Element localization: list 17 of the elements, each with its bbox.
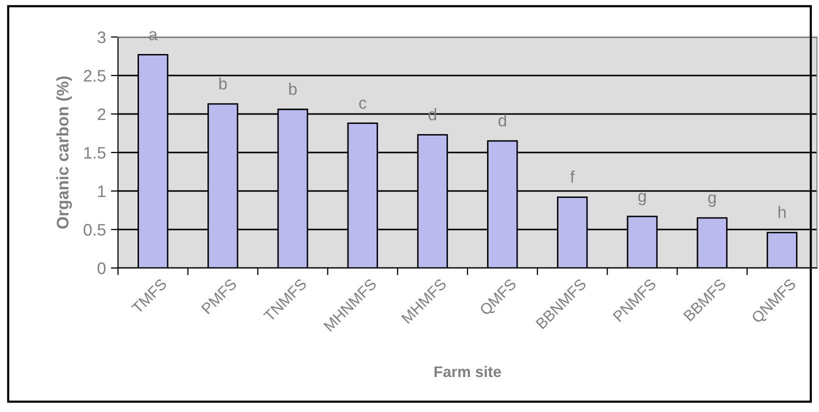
y-tick-label: 1.5 [84, 147, 106, 159]
y-tick-label: 2.5 [84, 70, 106, 82]
y-tick-label: 2 [98, 108, 106, 120]
y-tick-label: 0.5 [84, 224, 106, 236]
annotation: c [359, 100, 366, 109]
y-axis-title: Organic carbon (%) [56, 76, 72, 229]
x-axis-title: Farm site [434, 366, 501, 378]
y-tick-label: 0 [98, 262, 106, 274]
annotation: h [778, 206, 786, 218]
annotation: b [289, 82, 297, 95]
annotation: g [638, 192, 646, 206]
annotation: b [219, 77, 227, 90]
y-tick-label: 1 [98, 186, 106, 198]
annotation: d [498, 114, 506, 127]
annotation: g [708, 194, 716, 207]
annotation: f [570, 170, 575, 183]
y-tick-label: 3 [98, 31, 106, 44]
